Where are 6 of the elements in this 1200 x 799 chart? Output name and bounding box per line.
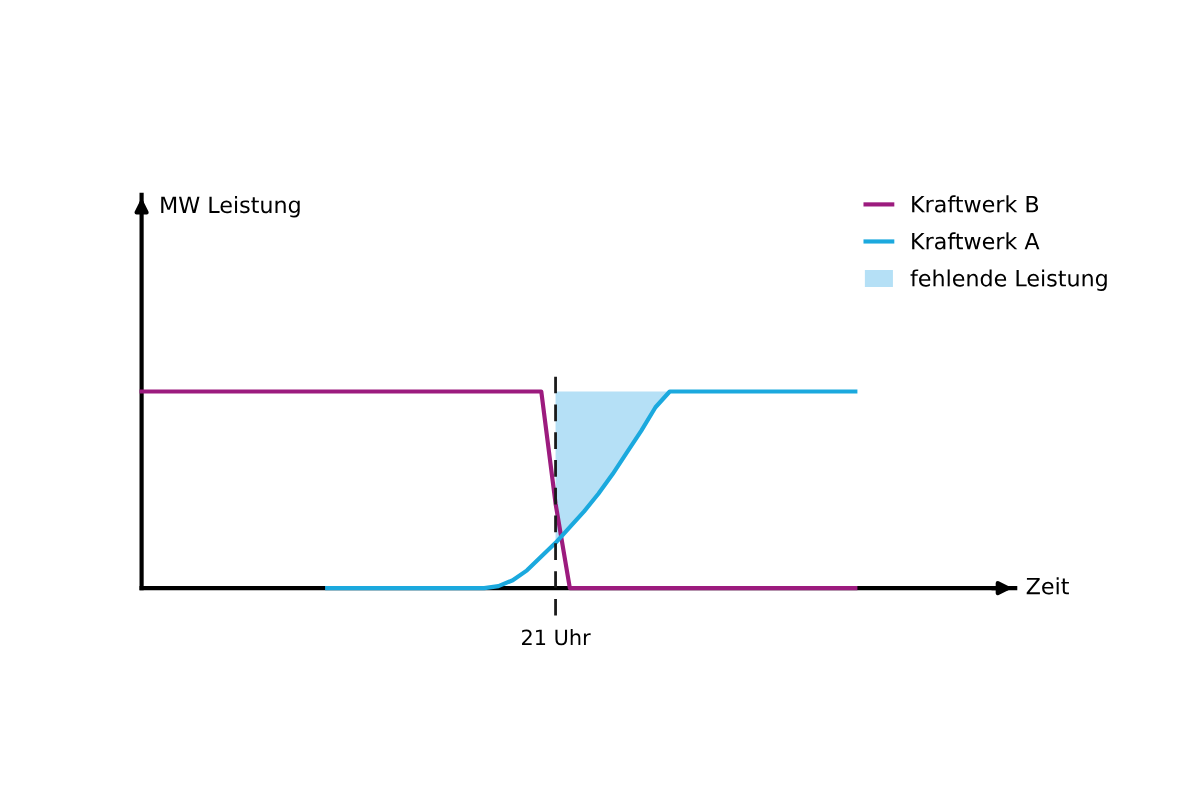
text: MW Leistung — [161, 196, 300, 218]
text: 21 Uhr — [522, 629, 591, 646]
legend-label: fehlende Leistung — [910, 269, 1107, 291]
legend-label: Kraftwerk A — [912, 232, 1040, 250]
text: Zeit — [1026, 577, 1069, 595]
legend-label: Kraftwerk B — [912, 195, 1039, 213]
